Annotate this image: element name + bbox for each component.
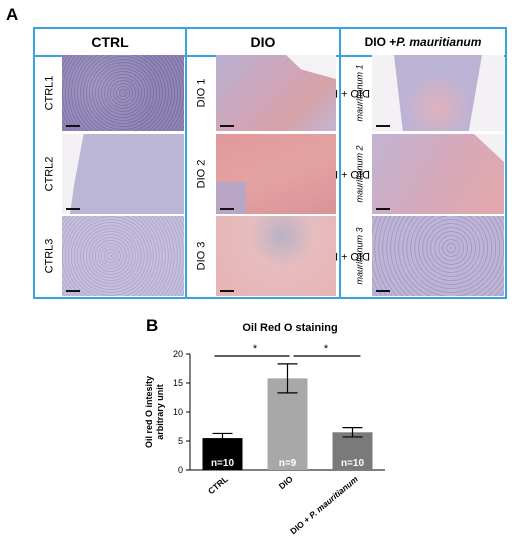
chart-title: Oil Red O staining [242, 322, 338, 334]
y-axis-label: Oil red O intesity [144, 376, 154, 448]
bar-n-label: n=10 [211, 458, 235, 469]
histology-grid: CTRL DIO DIO + P. mauritianum [33, 27, 507, 299]
x-tick-label: CTRL [206, 474, 230, 496]
micrograph-ctrl2 [62, 134, 184, 214]
micrograph-dio1 [216, 55, 336, 131]
bar-n-label: n=9 [279, 458, 297, 469]
significance-star: * [253, 343, 258, 355]
micrograph-dio2 [216, 134, 336, 214]
bar-n-label: n=10 [341, 458, 365, 469]
bar [267, 378, 308, 470]
y-tick-label: 20 [173, 349, 183, 359]
micrograph-dio-pm1 [372, 55, 504, 131]
bar [202, 438, 243, 470]
x-tick-label: DIO + P. mauritianum [288, 474, 360, 537]
x-tick-label: DIO [277, 474, 295, 492]
micrograph-dio-pm3 [372, 216, 504, 296]
y-axis-label: arbitrary unit [155, 384, 165, 440]
y-tick-label: 0 [178, 465, 183, 475]
y-tick-label: 15 [173, 378, 183, 388]
bar [332, 432, 373, 470]
micrograph-ctrl3 [62, 216, 184, 296]
significance-star: * [324, 343, 329, 355]
y-tick-label: 5 [178, 436, 183, 446]
micrograph-dio3 [216, 216, 336, 296]
micrograph-ctrl1 [62, 55, 184, 131]
panel-b-letter: B [146, 316, 159, 335]
micrograph-dio-pm2 [372, 134, 504, 214]
y-tick-label: 10 [173, 407, 183, 417]
panel-a-letter: A [6, 5, 19, 24]
